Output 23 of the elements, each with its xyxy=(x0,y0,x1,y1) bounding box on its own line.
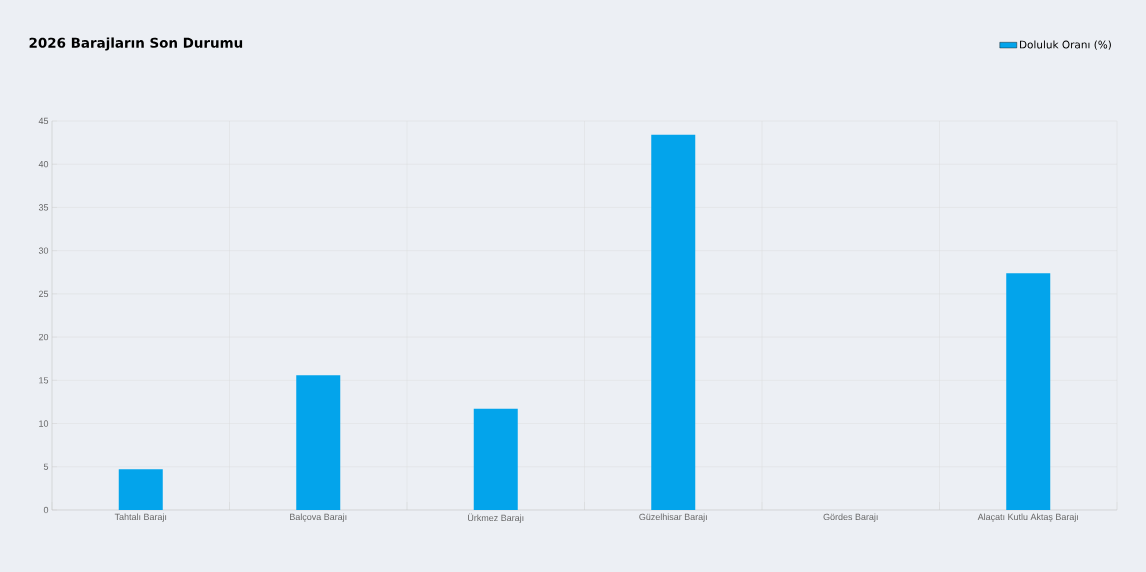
y-tick-label: 45 xyxy=(38,117,49,125)
y-tick-label: 25 xyxy=(38,290,49,298)
x-tick-label: Alaçatı Kutlu Aktaş Barajı xyxy=(977,513,1078,522)
y-tick-label: 30 xyxy=(38,247,49,254)
x-tick-label: Ürkmez Barajı xyxy=(468,513,524,523)
x-tick-label: Balçova Barajı xyxy=(290,513,347,522)
bar xyxy=(473,408,518,510)
bar xyxy=(1006,273,1051,510)
x-tick-label: Güzelhisar Barajı xyxy=(639,513,707,522)
x-tick-label: Gördes Barajı xyxy=(823,513,878,522)
y-tick-label: 20 xyxy=(38,333,49,341)
bar xyxy=(651,134,696,510)
bar xyxy=(118,469,163,510)
legend-label: Doluluk Oranı (%) xyxy=(1020,40,1111,50)
y-tick-label: 5 xyxy=(43,463,49,470)
y-tick-label: 40 xyxy=(38,161,49,168)
bar xyxy=(296,375,341,510)
x-tick-label: Tahtalı Barajı xyxy=(114,513,167,522)
y-tick-label: 15 xyxy=(39,377,49,384)
y-tick-label: 0 xyxy=(43,506,49,514)
y-tick-label: 35 xyxy=(38,204,49,211)
chart-title: 2026 Barajların Son Durumu xyxy=(29,37,243,51)
y-tick-label: 10 xyxy=(39,420,49,427)
